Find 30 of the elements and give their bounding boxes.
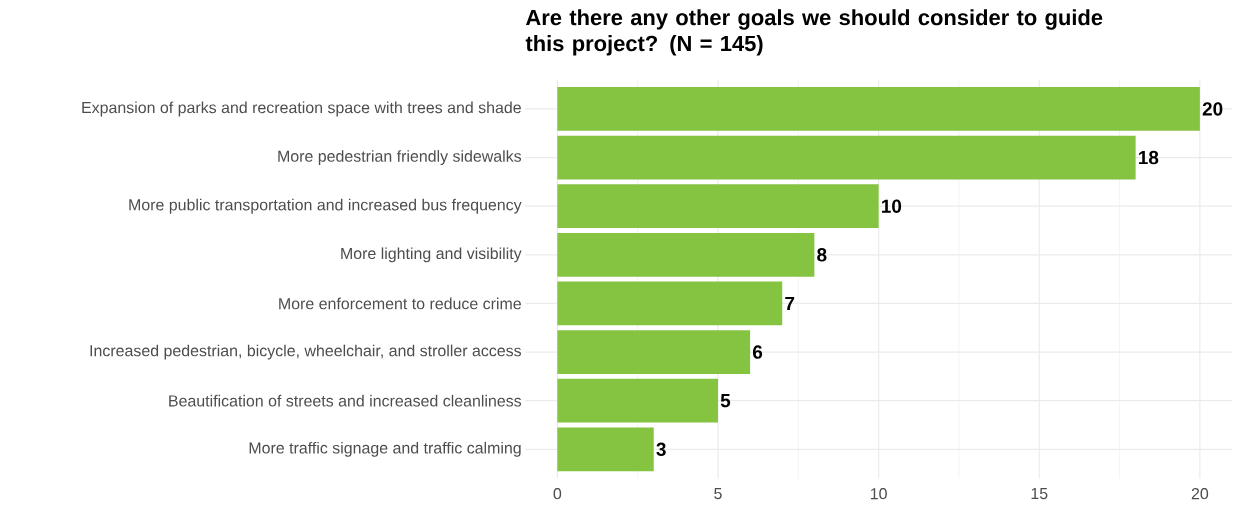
bar: [557, 86, 1200, 131]
y-tick-label: More lighting and visibility: [341, 247, 522, 263]
bar: [557, 427, 654, 472]
y-tick-label: Increased pedestrian, bicycle, wheelchair, and stroller access: [90, 344, 522, 360]
bar: [557, 330, 751, 374]
x-tick-label: 0: [553, 487, 562, 500]
data-label: 3: [656, 442, 666, 456]
x-tick-label: 20: [1191, 487, 1209, 500]
data-label: 18: [1139, 150, 1159, 165]
bar: [557, 232, 815, 277]
y-tick-label: More traffic signage and traffic calming: [249, 441, 521, 457]
data-label: 8: [817, 247, 827, 262]
y-tick-label: More public transportation and increased bus frequency: [129, 198, 522, 214]
bar: [557, 135, 1136, 180]
y-tick-label: Expansion of parks and recreation space with trees and shade: [82, 101, 521, 117]
y-tick-label: Beautification of streets and increased cleanliness: [169, 394, 522, 407]
bar: [557, 378, 718, 423]
y-tick-label: More pedestrian friendly sidewalks: [278, 149, 522, 165]
data-label: 6: [752, 345, 763, 359]
bar: [557, 184, 879, 228]
bar: [557, 281, 783, 326]
x-tick-label: 15: [1031, 487, 1048, 499]
data-label: 7: [785, 296, 795, 310]
x-tick-label: 10: [870, 487, 887, 500]
data-label: 5: [720, 393, 731, 408]
chart-title: Are there any other goals we should consider to guide this project? (N = 145): [525, 8, 1103, 56]
x-tick-label: 5: [714, 487, 722, 499]
data-label: 20: [1202, 102, 1223, 116]
y-tick-label: More enforcement to reduce crime: [279, 297, 521, 310]
data-label: 10: [882, 199, 902, 213]
